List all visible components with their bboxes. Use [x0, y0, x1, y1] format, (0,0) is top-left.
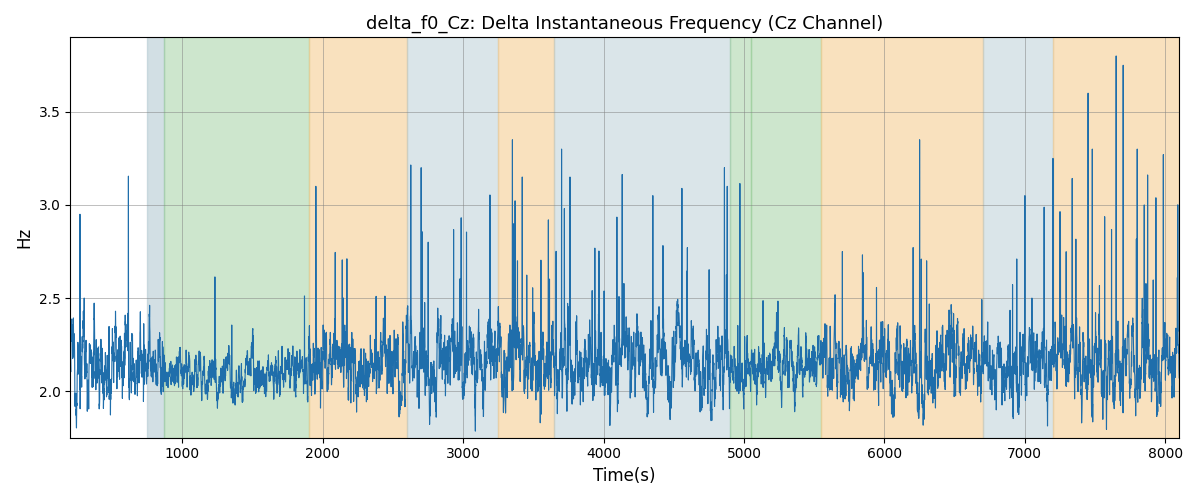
- Bar: [821, 38, 983, 438]
- Bar: [148, 38, 164, 438]
- Bar: [407, 38, 498, 438]
- Bar: [1052, 38, 1180, 438]
- Bar: [498, 38, 554, 438]
- X-axis label: Time(s): Time(s): [594, 467, 656, 485]
- Bar: [983, 38, 1052, 438]
- Bar: [730, 38, 751, 438]
- Y-axis label: Hz: Hz: [16, 227, 34, 248]
- Bar: [164, 38, 308, 438]
- Bar: [308, 38, 407, 438]
- Title: delta_f0_Cz: Delta Instantaneous Frequency (Cz Channel): delta_f0_Cz: Delta Instantaneous Frequen…: [366, 15, 883, 34]
- Bar: [554, 38, 730, 438]
- Bar: [751, 38, 821, 438]
